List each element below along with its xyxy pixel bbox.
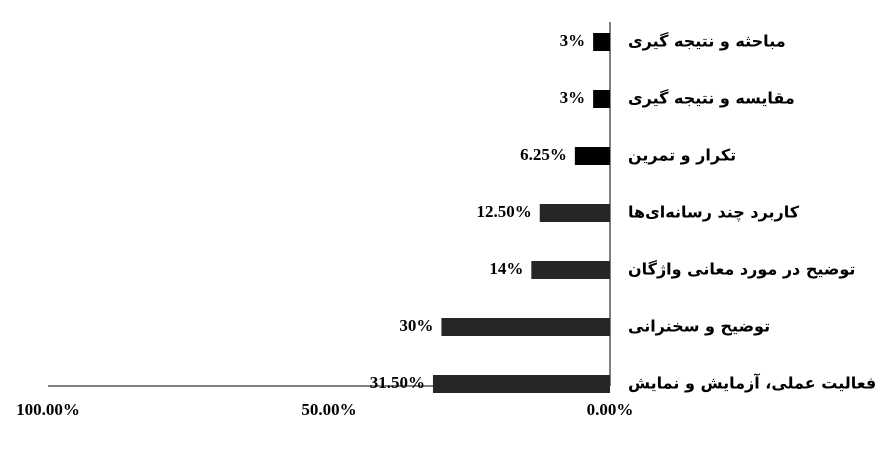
bar (539, 204, 610, 222)
bar (593, 33, 610, 51)
bar (574, 147, 610, 165)
value-label: 12.50% (477, 202, 532, 221)
bar (432, 375, 610, 393)
category-label: مباحثه و نتیجه گیری (628, 32, 786, 51)
value-label: 31.50% (370, 373, 425, 392)
value-label: 14% (489, 259, 523, 278)
category-label: توضیح در مورد معانی واژگان (628, 260, 855, 279)
value-label: 3% (560, 31, 586, 50)
x-tick-label: 50.00% (301, 400, 356, 419)
x-tick-label: 100.00% (16, 400, 80, 419)
bar (441, 318, 610, 336)
bar (531, 261, 610, 279)
value-label: 30% (399, 316, 433, 335)
category-label: مقایسه و نتیجه گیری (628, 89, 795, 108)
category-label: توضیح و سخنرانی (628, 317, 770, 336)
value-label: 6.25% (520, 145, 567, 164)
value-label: 3% (560, 88, 586, 107)
x-tick-label: 0.00% (587, 400, 634, 419)
bar (593, 90, 610, 108)
category-label: کاربرد چند رسانه‌ای‌ها (628, 203, 800, 223)
category-label: تکرار و تمرین (628, 146, 736, 165)
category-label: فعالیت عملی، آزمایش و نمایش (628, 373, 876, 393)
